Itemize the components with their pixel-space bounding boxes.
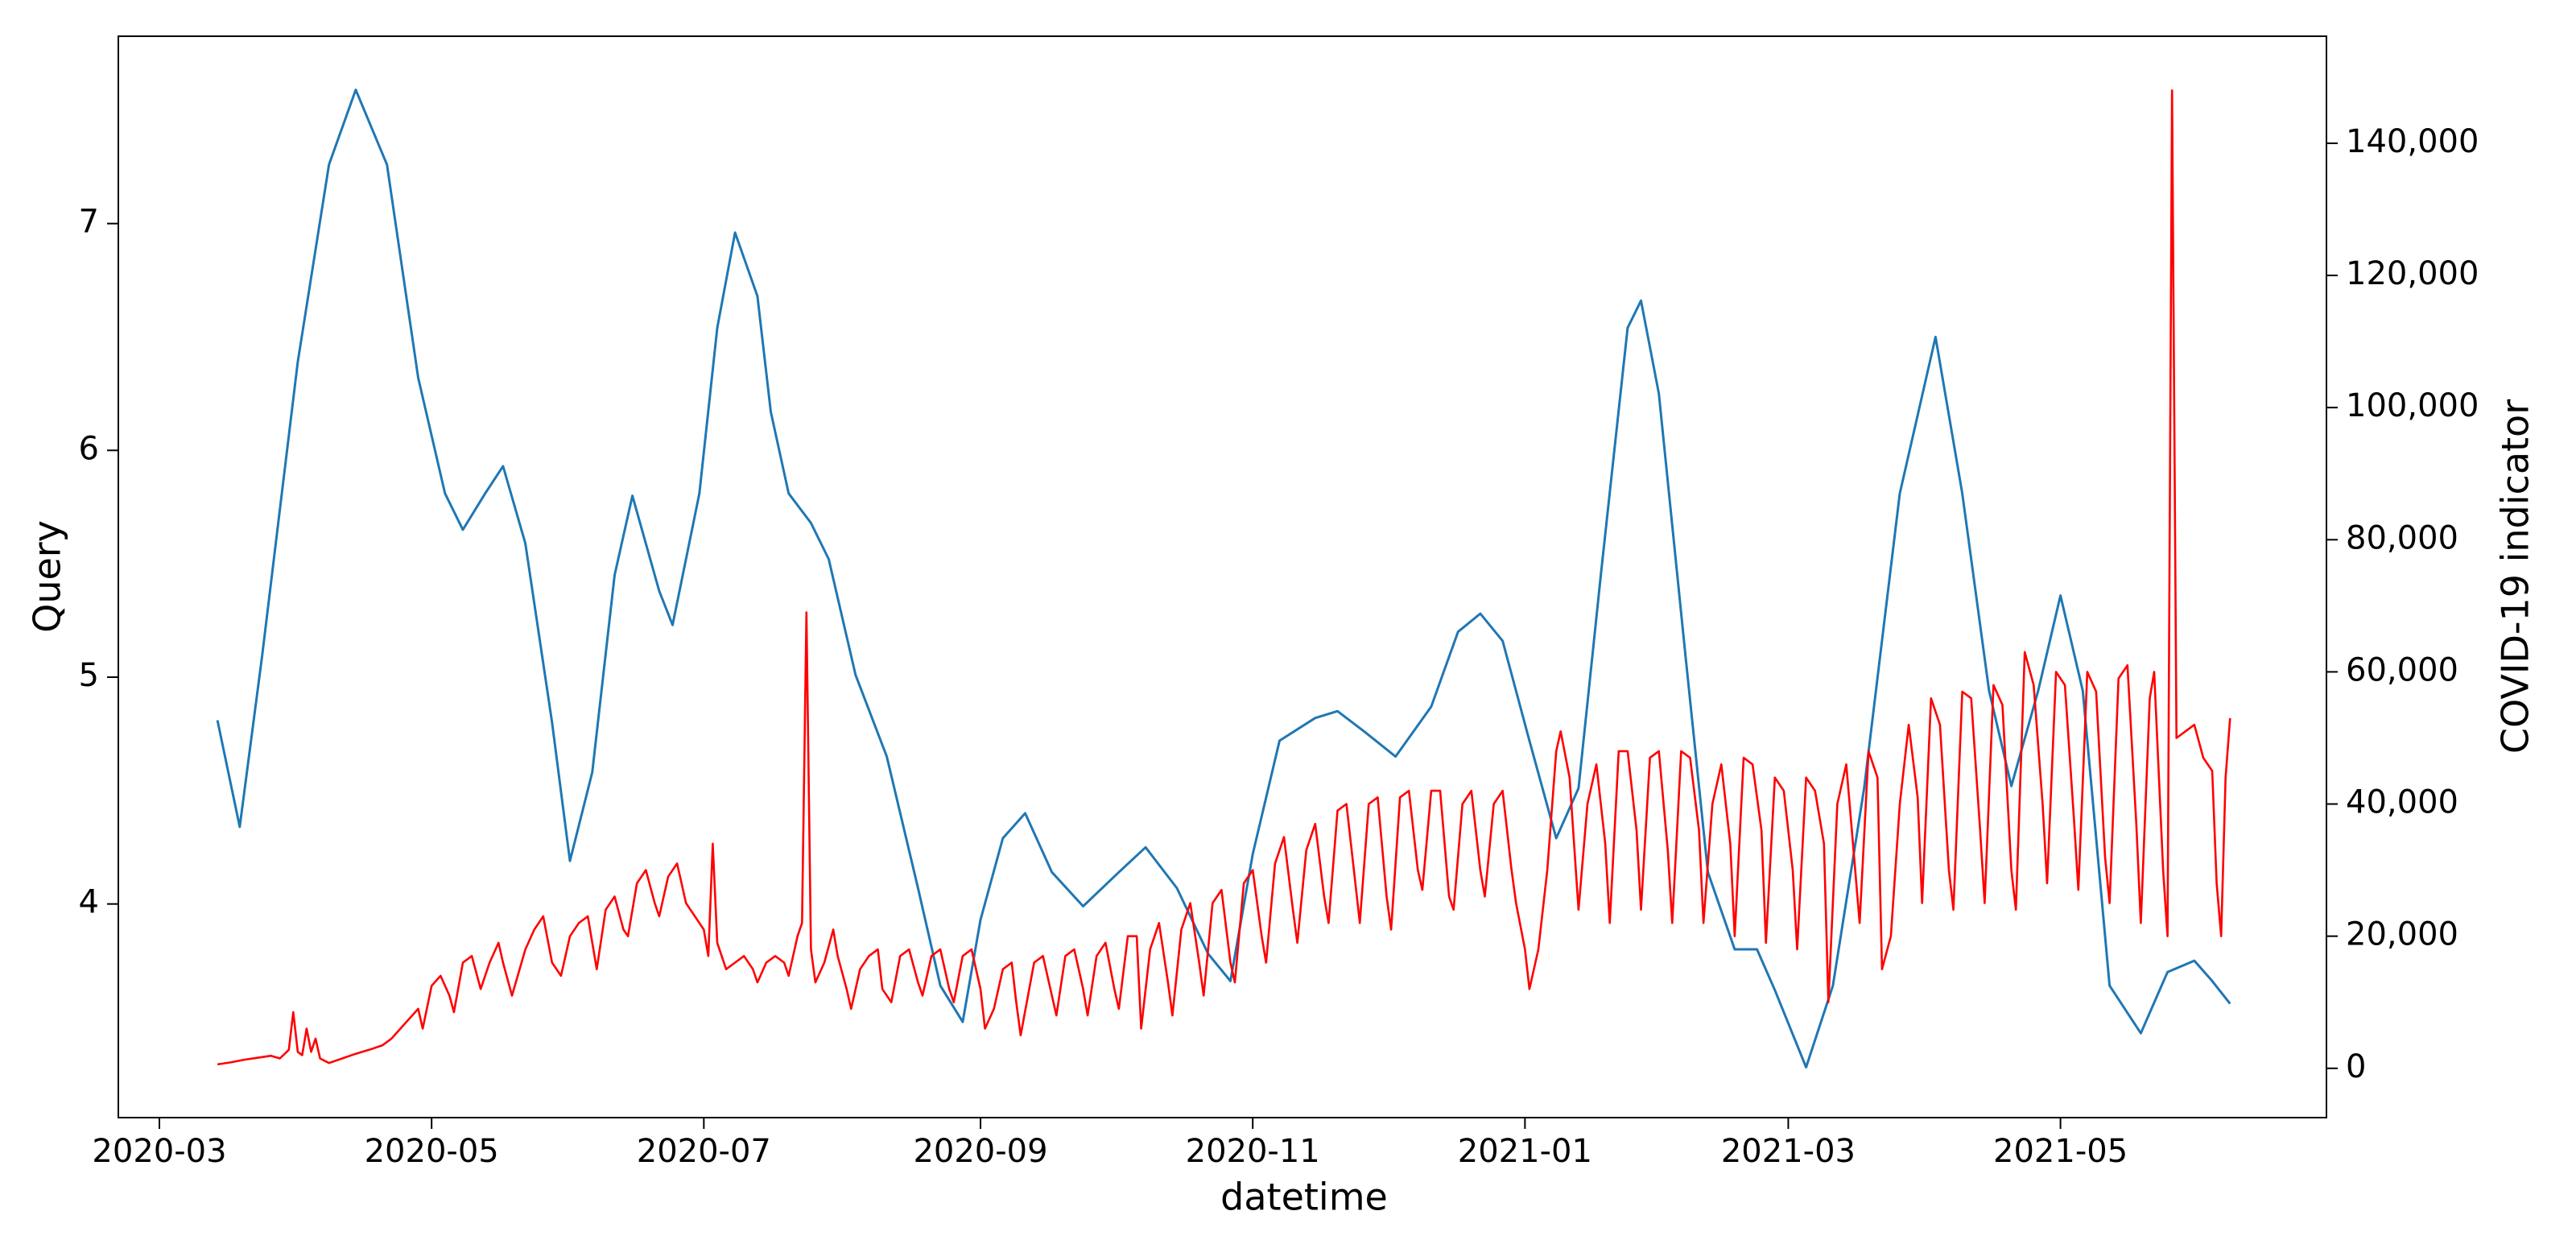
x-tick-label: 2020-11: [1186, 1133, 1320, 1170]
x-tick-label: 2021-05: [1993, 1133, 2128, 1170]
x-tick-label: 2020-05: [365, 1133, 499, 1170]
x-tick-label: 2020-09: [913, 1133, 1047, 1170]
y2-tick-label: 120,000: [2346, 255, 2479, 292]
y2-tick-label: 140,000: [2346, 123, 2479, 160]
y-tick-label: 5: [79, 657, 99, 694]
data-line: [217, 89, 2231, 1066]
y2-tick-label: 100,000: [2346, 387, 2479, 424]
x-tick-label: 2021-03: [1721, 1133, 1856, 1170]
x-tick-label: 2020-07: [637, 1133, 771, 1170]
y2-axis-label: COVID-19 indicator: [2494, 399, 2537, 754]
data-line: [216, 89, 2231, 1068]
x-axis-label: datetime: [1220, 1176, 1388, 1219]
y2-tick-label: 40,000: [2346, 784, 2458, 821]
x-tick-label: 2021-01: [1458, 1133, 1592, 1170]
y2-tick-label: 20,000: [2346, 916, 2458, 953]
y-axis-label: Query: [26, 520, 69, 633]
x-tick-label: 2020-03: [92, 1133, 226, 1170]
plot-frame: [118, 35, 2327, 1118]
y-tick-label: 7: [79, 204, 99, 241]
y-tick-label: 4: [79, 884, 99, 921]
y2-tick-label: 60,000: [2346, 651, 2458, 688]
y-tick-label: 6: [79, 430, 99, 467]
y2-tick-label: 80,000: [2346, 519, 2458, 556]
y2-tick-label: 0: [2346, 1048, 2366, 1085]
